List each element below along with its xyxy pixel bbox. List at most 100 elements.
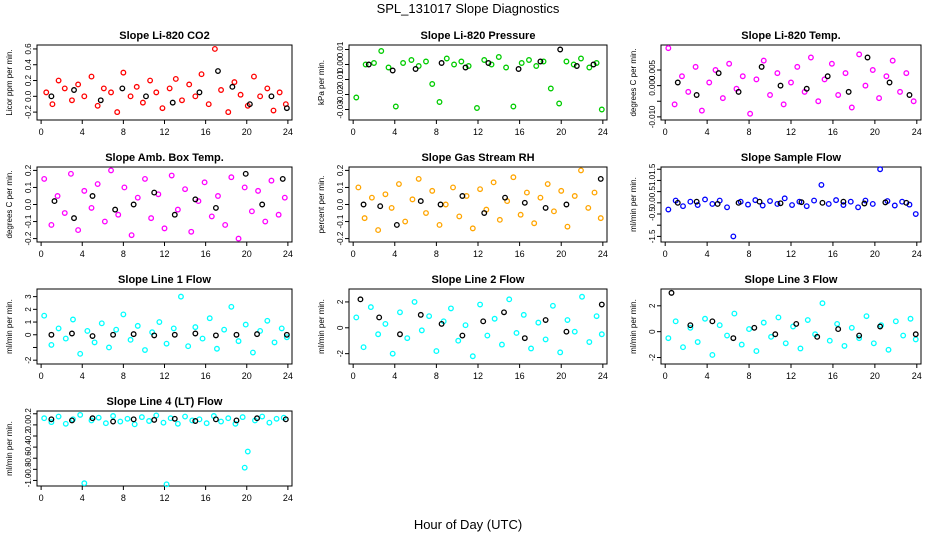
data-point [597,215,604,222]
highlight-point [283,331,290,338]
highlight-point [171,331,178,338]
data-point [458,58,465,65]
x-tick-label: 16 [828,127,838,137]
x-tick-label: 20 [242,493,252,503]
x-tick-label: 24 [598,249,608,259]
x-tick-label: 16 [515,127,525,137]
chart-panel-8: Slope Line 2 Flow 0 4 8 12 16 20 24 -2 0 2 ml/min p… [317,274,608,381]
data-point [168,172,175,179]
x-tick-label: 24 [283,127,293,137]
data-point [382,320,389,327]
x-tick-label: 12 [473,249,483,259]
data-point [883,73,890,80]
y-axis-label: ml/min per min. [5,299,14,354]
data-point [726,60,733,67]
highlight-point [212,416,219,423]
highlight-point [573,63,580,69]
data-point [198,71,205,78]
data-point [353,314,360,321]
highlight-point [793,320,800,327]
y-tick-label: -2 [24,356,33,364]
data-point [563,58,570,65]
x-tick-label: 12 [786,127,796,137]
data-point [531,220,538,227]
data-point [571,328,578,335]
highlight-point [563,201,570,208]
data-point [182,413,189,420]
data-point [591,189,598,196]
data-point [731,310,738,317]
highlight-point [71,215,77,222]
data-point [402,218,409,225]
y-tick-label: 0.00 [336,56,345,72]
highlight-point [143,93,149,100]
chart-title: Slope Line 4 (LT) Flow [107,396,223,408]
data-point [768,333,775,340]
highlight-point [840,198,847,205]
y-axis-label: ml/min per min. [629,299,638,354]
data-point [163,481,170,488]
highlight-point [598,301,605,308]
data-point [231,79,238,86]
highlight-point [192,418,199,424]
data-point [680,344,686,351]
data-point [146,418,153,424]
highlight-point [835,326,842,333]
chart-panel-4: Slope Amb. Box Temp. 0 4 8 12 16 20 24 -0.2 -0.1 0… [5,152,293,259]
data-point [110,413,117,419]
data-point [730,233,737,240]
data-point [235,338,242,345]
highlight-point [365,61,372,68]
highlight-point [485,60,492,66]
x-tick-label: 24 [598,127,608,137]
data-point [262,218,269,225]
x-tick-label: 12 [159,127,169,137]
data-point [54,193,61,199]
highlight-point [906,92,913,98]
highlight-point [438,60,445,66]
data-point [153,89,160,96]
data-point [128,232,135,239]
data-point [106,344,112,351]
highlight-point [89,415,96,422]
data-point [249,349,256,356]
highlight-point [233,417,240,424]
data-point [100,85,107,92]
highlight-point [212,204,219,211]
y-tick-label: 0 [648,329,657,334]
data-point [593,60,600,66]
data-point [353,94,360,101]
data-point [278,325,285,332]
data-point [716,322,723,329]
data-point [142,347,148,353]
x-tick-label: 8 [121,127,126,137]
data-point [774,200,781,207]
data-point [692,63,699,70]
highlight-point [242,170,249,177]
data-point [443,55,450,62]
highlight-point [856,332,863,339]
data-point [218,418,225,425]
x-tick-label: 0 [39,493,44,503]
y-tick-label: -0.02 [336,85,345,104]
data-point [877,166,884,173]
data-point [264,85,271,92]
highlight-point [693,92,700,98]
y-tick-label: 2 [24,307,33,312]
y-tick-label: 0.1 [336,181,345,193]
data-point [746,326,753,333]
data-point [680,203,686,210]
data-point [228,174,235,181]
data-point [55,77,62,84]
data-point [178,293,184,300]
x-tick-label: 0 [39,127,44,137]
highlight-point [279,175,286,182]
highlight-point [903,199,910,206]
data-point [120,311,127,318]
data-point [172,75,179,82]
data-point [579,293,585,300]
data-point [498,341,505,348]
data-point [206,315,213,322]
highlight-point [803,85,810,92]
data-point [409,196,416,203]
